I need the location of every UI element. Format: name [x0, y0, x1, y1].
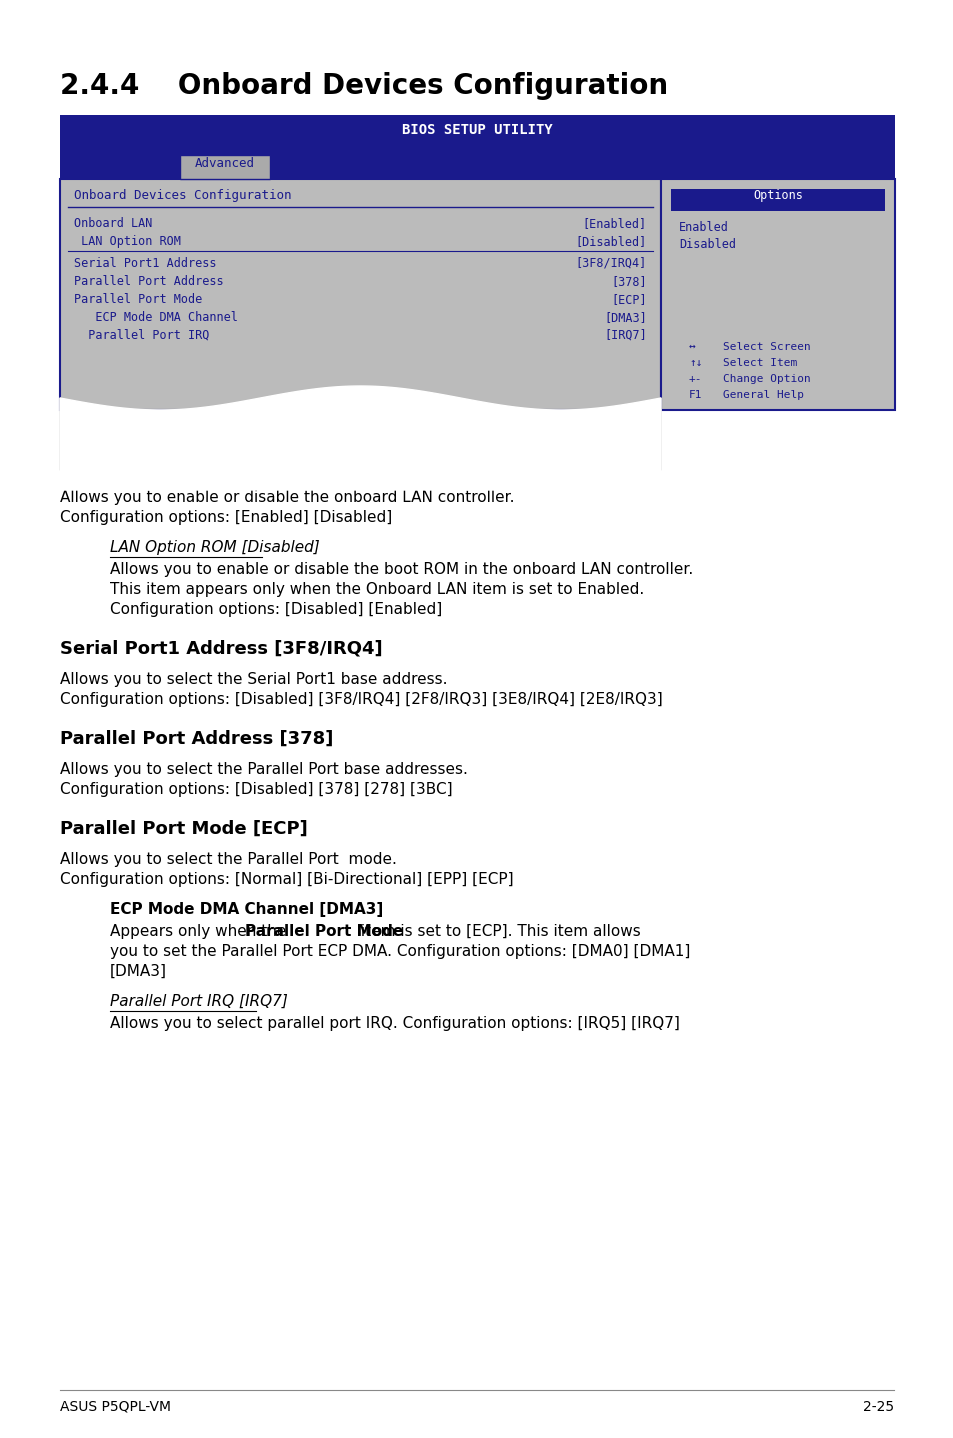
FancyBboxPatch shape	[60, 178, 660, 410]
Text: Parallel Port Address: Parallel Port Address	[74, 275, 223, 288]
Text: F1: F1	[688, 390, 701, 400]
Text: ↑↓: ↑↓	[688, 358, 701, 368]
Text: General Help: General Help	[722, 390, 803, 400]
Text: Select Item: Select Item	[722, 358, 797, 368]
Text: 2-25: 2-25	[862, 1401, 893, 1414]
Polygon shape	[60, 385, 660, 490]
Text: Allows you to select the Parallel Port  mode.: Allows you to select the Parallel Port m…	[60, 851, 396, 867]
Text: [378]: [378]	[611, 275, 646, 288]
Text: This item appears only when the Onboard LAN item is set to Enabled.: This item appears only when the Onboard …	[110, 582, 643, 597]
Text: Allows you to select the Parallel Port base addresses.: Allows you to select the Parallel Port b…	[60, 762, 467, 777]
Text: Onboard Devices Configuration: Onboard Devices Configuration	[74, 188, 292, 201]
Text: +-: +-	[688, 374, 701, 384]
Text: [3F8/IRQ4]: [3F8/IRQ4]	[576, 257, 646, 270]
Text: Configuration options: [Normal] [Bi-Directional] [EPP] [ECP]: Configuration options: [Normal] [Bi-Dire…	[60, 871, 513, 887]
Polygon shape	[60, 385, 660, 470]
Text: Parallel Port Mode [ECP]: Parallel Port Mode [ECP]	[60, 820, 308, 838]
FancyBboxPatch shape	[60, 115, 894, 155]
Text: Options: Options	[752, 188, 802, 201]
Text: BIOS SETUP UTILITY: BIOS SETUP UTILITY	[402, 124, 553, 137]
Text: 2.4.4    Onboard Devices Configuration: 2.4.4 Onboard Devices Configuration	[60, 72, 667, 101]
Text: Onboard LAN [Enabled]: Onboard LAN [Enabled]	[60, 457, 296, 476]
Text: Advanced: Advanced	[194, 157, 254, 170]
Text: Parallel Port Mode: Parallel Port Mode	[74, 293, 202, 306]
Text: Parallel Port Mode: Parallel Port Mode	[245, 925, 403, 939]
Text: Allows you to select the Serial Port1 base address.: Allows you to select the Serial Port1 ba…	[60, 672, 447, 687]
Text: [Disabled]: [Disabled]	[576, 234, 646, 247]
Text: Configuration options: [Disabled] [Enabled]: Configuration options: [Disabled] [Enabl…	[110, 603, 442, 617]
Text: LAN Option ROM [Disabled]: LAN Option ROM [Disabled]	[110, 541, 319, 555]
Text: Parallel Port IRQ: Parallel Port IRQ	[74, 329, 209, 342]
FancyBboxPatch shape	[660, 178, 894, 410]
FancyBboxPatch shape	[670, 188, 884, 211]
Text: Serial Port1 Address: Serial Port1 Address	[74, 257, 216, 270]
Text: Allows you to enable or disable the boot ROM in the onboard LAN controller.: Allows you to enable or disable the boot…	[110, 562, 693, 577]
Text: [DMA3]: [DMA3]	[110, 963, 167, 979]
Text: ASUS P5QPL-VM: ASUS P5QPL-VM	[60, 1401, 171, 1414]
Text: Disabled: Disabled	[679, 239, 735, 252]
Text: [Enabled]: [Enabled]	[582, 217, 646, 230]
Text: Configuration options: [Disabled] [3F8/IRQ4] [2F8/IRQ3] [3E8/IRQ4] [2E8/IRQ3]: Configuration options: [Disabled] [3F8/I…	[60, 692, 662, 707]
Text: LAN Option ROM: LAN Option ROM	[74, 234, 181, 247]
FancyBboxPatch shape	[180, 155, 270, 178]
Text: ECP Mode DMA Channel: ECP Mode DMA Channel	[74, 311, 237, 324]
Text: item is set to [ECP]. This item allows: item is set to [ECP]. This item allows	[355, 925, 640, 939]
Text: Configuration options: [Disabled] [378] [278] [3BC]: Configuration options: [Disabled] [378] …	[60, 782, 452, 797]
Text: ↔: ↔	[688, 342, 695, 352]
Text: ECP Mode DMA Channel [DMA3]: ECP Mode DMA Channel [DMA3]	[110, 902, 383, 917]
Text: Configuration options: [Enabled] [Disabled]: Configuration options: [Enabled] [Disabl…	[60, 510, 392, 525]
Text: Enabled: Enabled	[679, 221, 728, 234]
Text: Select Screen: Select Screen	[722, 342, 810, 352]
FancyBboxPatch shape	[60, 155, 894, 178]
Text: Allows you to select parallel port IRQ. Configuration options: [IRQ5] [IRQ7]: Allows you to select parallel port IRQ. …	[110, 1017, 679, 1031]
Text: Change Option: Change Option	[722, 374, 810, 384]
Text: Serial Port1 Address [3F8/IRQ4]: Serial Port1 Address [3F8/IRQ4]	[60, 640, 382, 659]
Text: [DMA3]: [DMA3]	[603, 311, 646, 324]
Text: Allows you to enable or disable the onboard LAN controller.: Allows you to enable or disable the onbo…	[60, 490, 514, 505]
Text: Parallel Port IRQ [IRQ7]: Parallel Port IRQ [IRQ7]	[110, 994, 288, 1009]
Text: you to set the Parallel Port ECP DMA. Configuration options: [DMA0] [DMA1]: you to set the Parallel Port ECP DMA. Co…	[110, 943, 690, 959]
Text: [IRQ7]: [IRQ7]	[603, 329, 646, 342]
Text: [ECP]: [ECP]	[611, 293, 646, 306]
Text: Appears only when the: Appears only when the	[110, 925, 291, 939]
Text: Onboard LAN: Onboard LAN	[74, 217, 152, 230]
Text: Parallel Port Address [378]: Parallel Port Address [378]	[60, 731, 333, 748]
